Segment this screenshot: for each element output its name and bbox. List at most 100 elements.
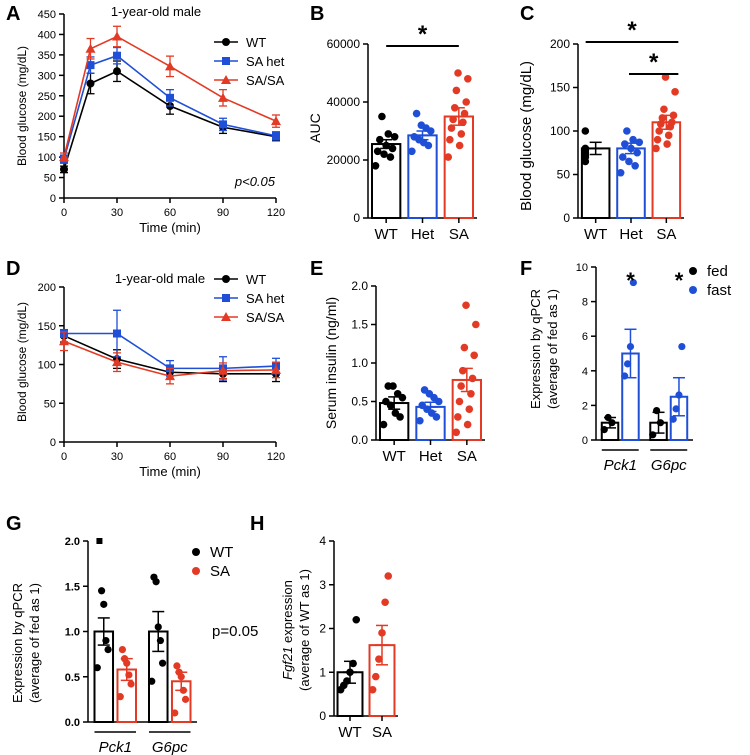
data-point (417, 121, 426, 129)
data-point (454, 69, 462, 77)
data-point (100, 600, 108, 608)
panel-a: 0 50 100 150 200 250 300 350 400 450 0 30 60 90 120 WT S… (6, 3, 285, 235)
data-point (393, 390, 402, 398)
data-point (671, 88, 679, 96)
data-point (600, 426, 608, 434)
data-point (629, 278, 637, 287)
data-point (113, 329, 121, 338)
legend-marker (221, 75, 231, 84)
y-tick-label: 200 (38, 282, 56, 294)
x-tick-label: 90 (217, 207, 229, 219)
data-point (635, 138, 644, 147)
data-point (379, 420, 388, 429)
x-group-label: Pck1 (99, 739, 132, 755)
legend-label: WT (246, 35, 266, 50)
y-axis-label: Blood glucose (mg/dL) (518, 61, 535, 211)
x-tick-label: SA (457, 448, 477, 465)
legend-marker (192, 567, 200, 575)
y-axis-label-part: Fgf21 (280, 647, 295, 680)
data-point (116, 693, 124, 701)
data-point (446, 135, 454, 144)
data-point (112, 31, 122, 41)
x-tick-label: Het (411, 226, 435, 243)
x-tick-label: 30 (111, 451, 123, 463)
y-axis-label: Blood glucose (mg/dL) (15, 46, 29, 166)
data-point (390, 133, 399, 141)
y-tick-label: 2 (582, 400, 588, 412)
y-tick-label: 1 (319, 665, 326, 679)
data-point (380, 150, 388, 158)
legend-label: SA (210, 563, 230, 580)
y-tick-label: 2.0 (65, 536, 80, 548)
data-point (455, 397, 464, 406)
data-point (384, 130, 393, 138)
y-axis-label-part: expression (280, 580, 295, 646)
data-point (672, 405, 680, 413)
panel-letter: B (310, 3, 324, 25)
x-tick-label: 30 (111, 207, 123, 219)
panel-d: 0 50 100 150 200 0 30 60 90 120 WT SA het SA/SA Time … (6, 258, 285, 479)
data-point (148, 677, 156, 685)
data-point (388, 144, 397, 153)
significance-star: * (675, 268, 684, 293)
y-tick-label: 20000 (327, 153, 361, 167)
data-point (408, 147, 416, 156)
y-tick-label: 200 (550, 37, 570, 51)
y-tick-label: 50 (44, 398, 56, 410)
legend-marker (222, 275, 230, 283)
data-point (660, 105, 668, 114)
y-tick-label: 450 (38, 9, 56, 21)
annotation: p=0.05 (212, 623, 258, 640)
y-axis-label: Expression by qPCR (528, 289, 543, 409)
panel-c: 0 50 100 150 200 WT Het SA C Blood glucose (mg/dL… (518, 3, 684, 243)
data-point (455, 141, 464, 150)
y-axis-label: AUC (307, 113, 323, 143)
legend-marker (222, 38, 230, 46)
data-point (97, 587, 106, 595)
data-point (452, 428, 461, 437)
panel-letter: D (6, 258, 20, 280)
y-tick-label: 0 (563, 211, 570, 225)
data-point (86, 79, 95, 88)
x-tick-label: WT (383, 448, 406, 465)
y-tick-label: 2.0 (351, 279, 368, 293)
data-point (352, 615, 361, 624)
x-tick-label: WT (584, 226, 607, 243)
y-tick-label: 1.0 (65, 627, 80, 639)
legend-marker (192, 548, 200, 556)
x-tick-label: 120 (267, 207, 285, 219)
y-tick-label: 0 (353, 211, 360, 225)
panel-letter: A (6, 3, 20, 25)
data-point (623, 360, 632, 368)
series-line-sa-sa (63, 35, 277, 158)
data-point (219, 120, 227, 129)
legend-marker (689, 267, 697, 275)
data-point (171, 709, 179, 717)
y-tick-label: 250 (38, 91, 56, 103)
x-tick-label: WT (338, 724, 361, 741)
data-point (447, 124, 456, 132)
series-line-wt (63, 70, 277, 170)
y-tick-label: 150 (38, 321, 56, 333)
data-point (652, 144, 660, 153)
x-axis-label: Time (min) (139, 464, 201, 479)
significance-star: * (418, 21, 428, 48)
y-axis-label: Blood glucose (mg/dL) (15, 302, 29, 422)
data-point (375, 135, 384, 144)
y-tick-label: 6 (582, 331, 588, 343)
data-point (664, 131, 673, 140)
x-tick-label: Het (419, 448, 443, 465)
y-tick-label: 60000 (327, 37, 361, 51)
legend-label: fed (707, 263, 728, 280)
y-tick-label: 100 (38, 152, 56, 164)
y-tick-label: 3 (319, 578, 326, 592)
data-point (661, 73, 670, 81)
y-tick-label: 0 (50, 437, 56, 449)
data-point (412, 109, 421, 118)
x-tick-label: 90 (217, 451, 229, 463)
legend-label: SA/SA (246, 310, 285, 325)
y-tick-label: 0.5 (65, 672, 80, 684)
data-point (382, 397, 390, 406)
data-point (655, 127, 663, 135)
